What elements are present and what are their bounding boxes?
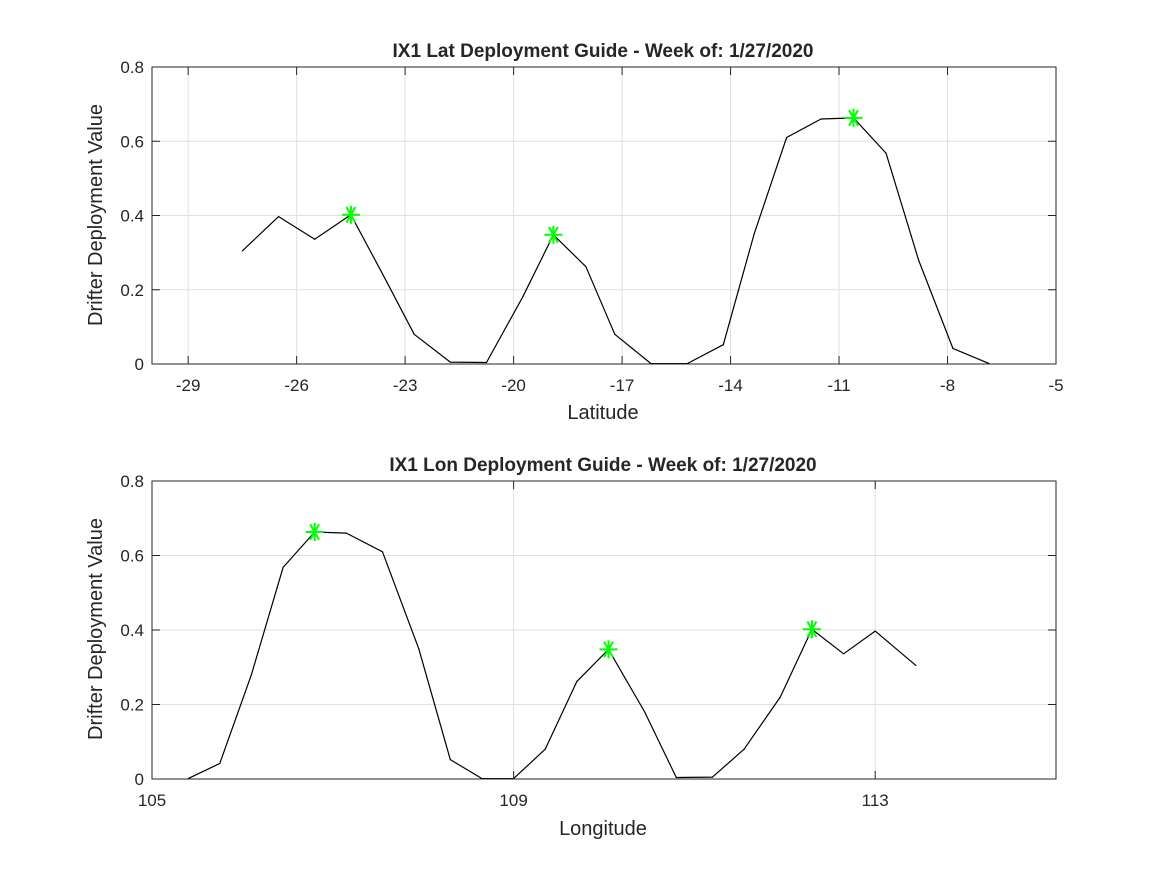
lon-chart-panel: IX1 Lon Deployment Guide - Week of: 1/27… <box>85 455 1057 840</box>
lat-data-point <box>386 281 388 283</box>
lon-y-tick-label: 0.4 <box>120 621 144 640</box>
lat-y-tick-label: 0.4 <box>120 207 144 226</box>
lon-data-point <box>644 711 646 713</box>
lat-chart-title: IX1 Lat Deployment Guide - Week of: 1/27… <box>393 41 814 62</box>
lat-peak-marker <box>844 108 863 127</box>
lat-x-tick-label: -11 <box>827 376 850 395</box>
lon-data-point <box>843 653 845 655</box>
lat-data-point <box>753 233 755 235</box>
lat-data-point <box>820 118 822 120</box>
lat-data-point <box>314 238 316 240</box>
lat-x-tick-label: -5 <box>1048 376 1063 395</box>
lat-data-point <box>918 259 920 261</box>
lat-data-point <box>614 333 616 335</box>
lon-data-point <box>779 696 781 698</box>
lat-peak-marker <box>544 225 563 244</box>
lon-data-point <box>915 664 917 667</box>
lat-chart-xlabel: Latitude <box>567 402 638 424</box>
lon-y-tick-label: 0.8 <box>120 472 144 491</box>
lon-x-tick-label: 109 <box>499 791 527 810</box>
lat-x-tick-label: -26 <box>284 376 309 395</box>
lat-x-tick-label: -17 <box>610 376 635 395</box>
lon-chart-plot-area: 105 109 113 0 0.2 0.4 0.6 0.8 <box>120 472 1057 810</box>
lat-data-point <box>722 344 724 346</box>
lat-data-point <box>585 266 587 268</box>
lat-y-tick-label: 0 <box>135 355 144 374</box>
lon-data-point <box>282 566 284 569</box>
lat-x-tick-label: -8 <box>940 376 955 395</box>
lon-y-tick-label: 0.2 <box>120 696 144 715</box>
lon-x-tick-label: 113 <box>862 791 889 810</box>
lon-data-point <box>711 776 714 778</box>
lat-chart-plot-area: -29 -26 -23 -20 -17 -14 -11 -8 -5 0 0.2 0.4 0.6 0.8 <box>120 58 1063 395</box>
lat-peak-marker <box>341 205 360 224</box>
lat-chart-ylabel: Drifter Deployment Value <box>85 104 107 326</box>
lat-y-tick-label: 0.8 <box>120 58 144 77</box>
lat-data-point <box>885 152 887 154</box>
lat-data-point <box>952 347 954 349</box>
lat-data-point <box>413 333 415 335</box>
lat-data-point <box>522 296 524 298</box>
lon-peak-marker <box>599 640 618 659</box>
lon-data-point <box>544 748 546 750</box>
lon-data-point <box>874 630 876 632</box>
lat-data-point <box>241 250 243 252</box>
lon-data-point <box>418 648 420 650</box>
lat-y-tick-label: 0.6 <box>120 132 144 151</box>
lat-chart-panel: IX1 Lat Deployment Guide - Week of: 1/27… <box>85 41 1064 424</box>
lon-x-tick-label: 105 <box>138 791 166 810</box>
lat-x-tick-label: -14 <box>718 376 743 395</box>
lon-chart-ylabel: Drifter Deployment Value <box>85 518 107 740</box>
lon-data-point <box>449 759 451 761</box>
lat-data-point <box>278 216 280 218</box>
lon-peak-marker <box>305 523 324 541</box>
lat-x-tick-label: -23 <box>393 376 418 395</box>
lat-y-tick-label: 0.2 <box>120 281 144 300</box>
lon-y-tick-label: 0 <box>135 770 144 789</box>
lon-chart-xlabel: Longitude <box>559 818 647 840</box>
lat-x-tick-label: -20 <box>501 376 526 395</box>
lon-data-point <box>576 680 578 683</box>
lon-data-point <box>381 551 384 553</box>
lon-data-point <box>250 674 252 676</box>
lon-data-point <box>345 532 347 534</box>
lon-y-tick-label: 0.6 <box>120 547 144 566</box>
lon-data-point <box>219 762 221 765</box>
lat-data-point <box>449 361 451 363</box>
lon-data-point <box>743 748 745 750</box>
lat-data-point <box>485 361 488 364</box>
lat-x-tick-label: -29 <box>176 376 201 395</box>
lat-data-point <box>786 136 788 139</box>
lon-chart-title: IX1 Lon Deployment Guide - Week of: 1/27… <box>389 455 816 476</box>
lon-data-point <box>675 776 677 779</box>
lon-peak-marker <box>802 620 821 639</box>
